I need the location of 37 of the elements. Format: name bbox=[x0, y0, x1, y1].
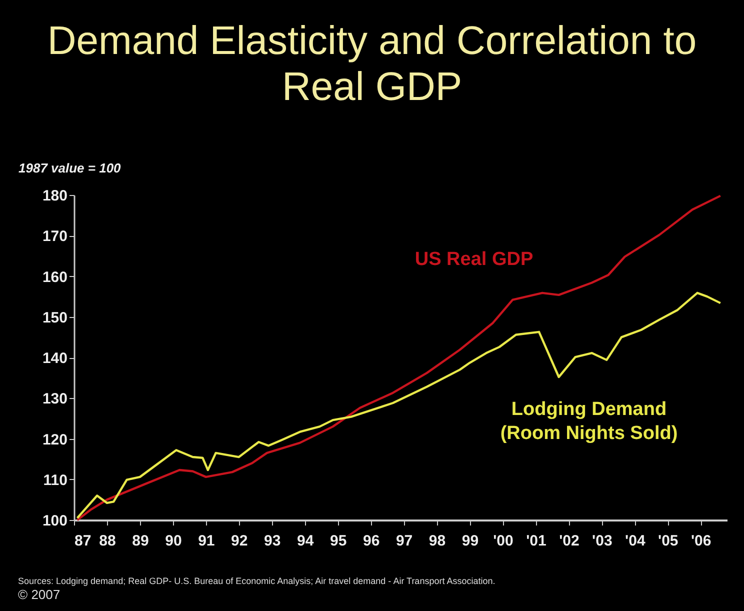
x-tick-label: '01 bbox=[526, 532, 546, 550]
y-tick-label: 140 bbox=[42, 350, 68, 367]
y-tick-label: 180 bbox=[42, 188, 68, 204]
x-tick-label: 94 bbox=[297, 532, 314, 550]
x-tick-label: 96 bbox=[362, 532, 380, 550]
x-tick-label: '00 bbox=[493, 532, 514, 550]
x-tick-label: 98 bbox=[428, 532, 446, 550]
y-axis-title: 1987 value = 100 bbox=[18, 160, 122, 176]
x-tick-label: '05 bbox=[658, 532, 678, 550]
x-tick-label: 88 bbox=[99, 532, 116, 550]
x-tick-label: 87 bbox=[74, 532, 92, 550]
y-tick-label: 110 bbox=[43, 472, 68, 489]
text: © 2007 bbox=[18, 587, 62, 602]
chart-title: Demand Elasticity and Correlation to Real GDP bbox=[46, 18, 698, 111]
x-tick-label: 91 bbox=[198, 532, 215, 550]
x-tick-label: '06 bbox=[690, 532, 712, 550]
y-tick-label: 100 bbox=[42, 512, 68, 530]
x-tick-label: '03 bbox=[592, 532, 612, 550]
text: Lodging Demand (Room Nights Sold) bbox=[500, 399, 678, 444]
series-label: US Real GDP bbox=[414, 249, 534, 270]
x-tick-label: 92 bbox=[231, 532, 248, 550]
y-tick-label: 150 bbox=[42, 309, 68, 326]
line-series bbox=[76, 292, 722, 520]
x-tick-label: 93 bbox=[264, 532, 281, 550]
x-tick-label: 89 bbox=[132, 532, 149, 550]
x-tick-label: 99 bbox=[462, 532, 479, 550]
x-tick-label: '02 bbox=[559, 532, 580, 550]
x-tick-label: 90 bbox=[165, 532, 182, 550]
line-series bbox=[76, 194, 722, 522]
x-tick-label: 97 bbox=[396, 532, 413, 550]
source-note: Sources: Lodging demand; Real GDP- U.S. Bureau of Economic Analysis; Air travel demand - Air Transport Association. bbox=[18, 576, 496, 587]
x-tick-label: '04 bbox=[625, 532, 646, 550]
y-tick-label: 120 bbox=[42, 431, 68, 448]
y-tick-label: 170 bbox=[42, 228, 68, 246]
y-tick-label: 130 bbox=[42, 390, 68, 408]
y-tick-label: 160 bbox=[42, 268, 68, 286]
x-tick-label: 95 bbox=[330, 532, 347, 550]
